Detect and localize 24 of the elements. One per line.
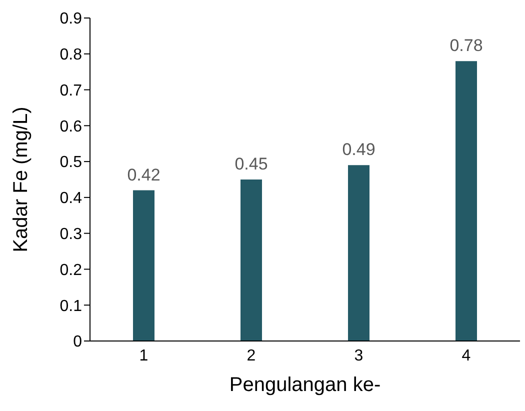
x-axis-title: Pengulangan ke- (229, 374, 381, 396)
data-label: 0.78 (450, 36, 483, 56)
bar (348, 165, 370, 341)
bar (456, 61, 477, 341)
y-tick-label: 0.4 (60, 190, 82, 208)
y-tick-label: 0.8 (60, 46, 82, 64)
bar (240, 180, 262, 341)
x-tick-label: 1 (139, 347, 148, 364)
y-tick-label: 0.9 (60, 10, 82, 28)
y-axis-title: Kadar Fe (mg/L) (10, 106, 32, 252)
y-tick-label: 0 (73, 334, 82, 351)
y-tick-label: 0.5 (60, 154, 82, 172)
y-tick-label: 0.7 (60, 82, 82, 100)
x-tick-label: 4 (462, 347, 471, 364)
y-tick-label: 0.6 (60, 118, 82, 136)
x-tick-label: 3 (354, 347, 364, 364)
data-label: 0.49 (342, 140, 376, 160)
y-tick-label: 0.2 (60, 262, 82, 279)
y-tick-label: 0.3 (60, 226, 82, 244)
data-label: 0.45 (234, 154, 268, 174)
y-tick-label: 0.1 (60, 298, 82, 315)
bar (133, 190, 154, 341)
x-tick-label: 2 (246, 347, 256, 364)
data-label: 0.42 (127, 165, 160, 184)
